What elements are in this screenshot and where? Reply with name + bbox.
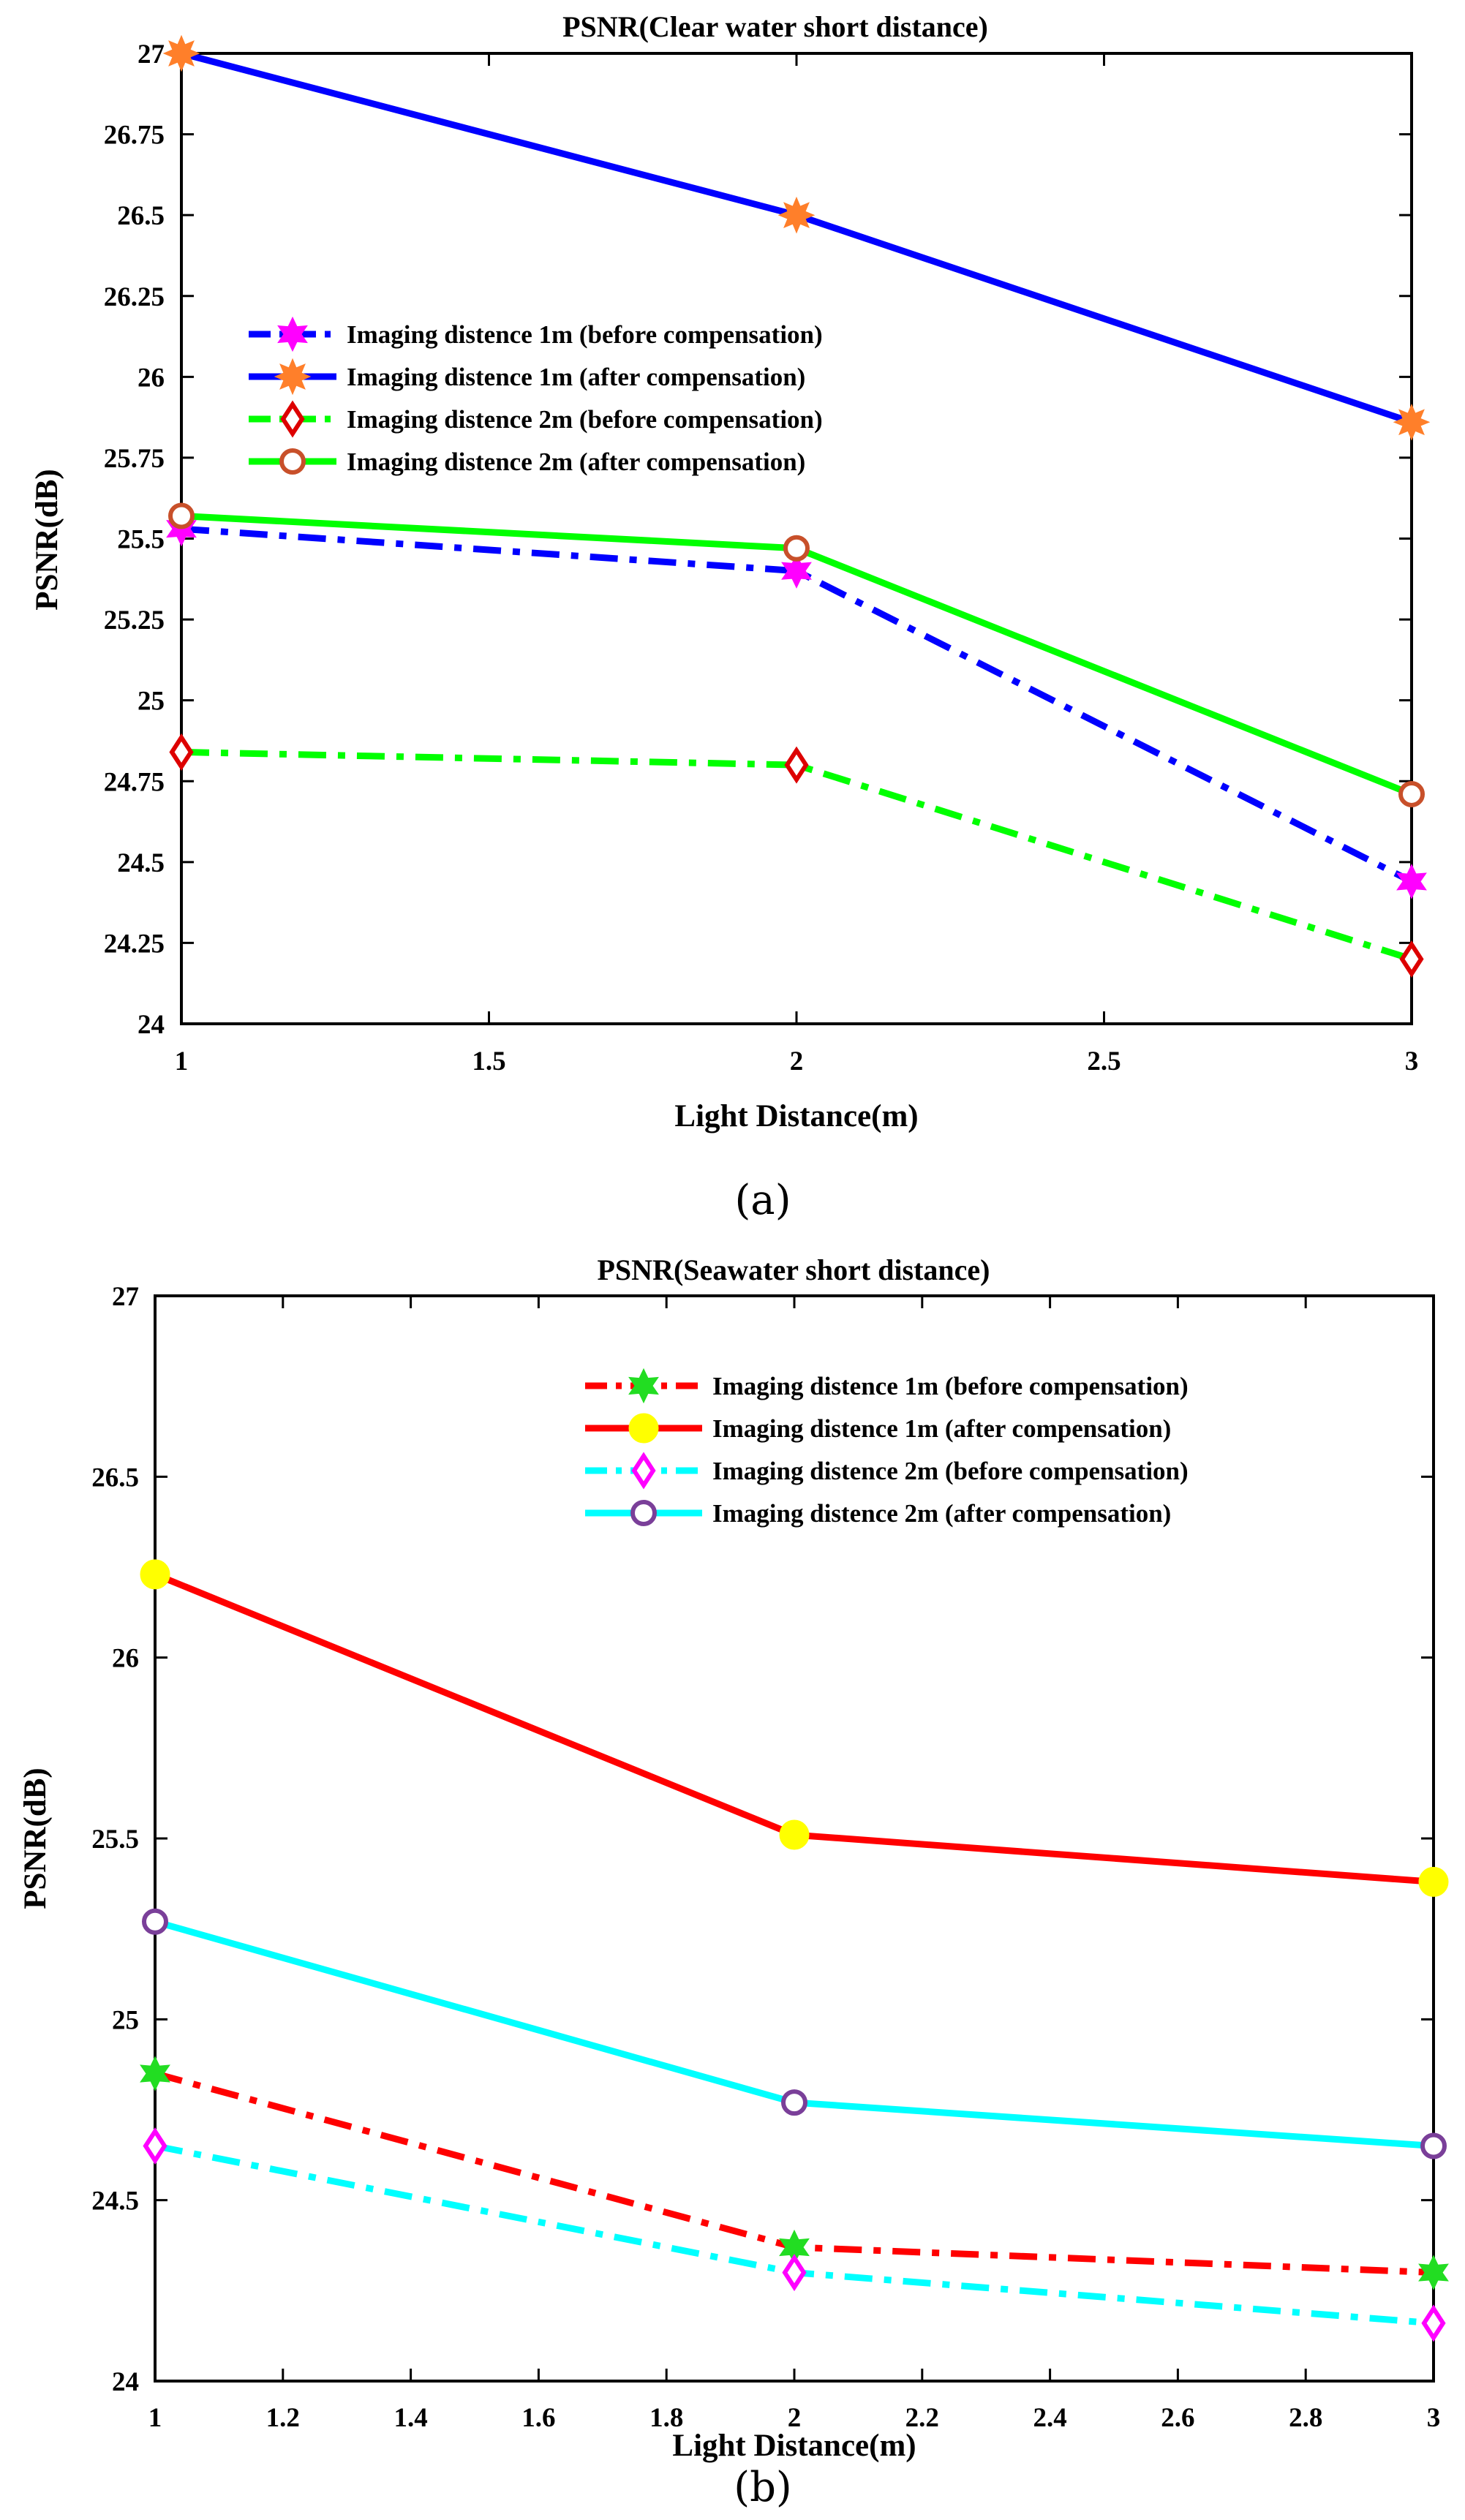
chart-b-caption: (b)	[734, 2464, 792, 2511]
chart-b-ylabel: PSNR(dB)	[18, 1768, 53, 1909]
chart-a-y-tick-label: 24.75	[104, 767, 165, 797]
chart-b-series-3-point	[782, 2254, 807, 2292]
chart-b-x-tick-label: 2	[788, 2403, 802, 2433]
chart-a-series-2-point	[162, 34, 200, 72]
chart-b-series-1-point	[1418, 2255, 1449, 2290]
chart-b-x-tick-label: 2.4	[1033, 2403, 1066, 2433]
chart-a-ylabel: PSNR(dB)	[30, 469, 64, 611]
chart-b: PSNR(Seawater short distance) 1 1.2 1.4 1.6…	[18, 1253, 1449, 2511]
chart-a-legend-label-4: Imaging distence 2m (after compensation)	[347, 448, 805, 476]
chart-b-x-tick-label: 2.6	[1161, 2403, 1194, 2433]
chart-b-title: PSNR(Seawater short distance)	[598, 1253, 990, 1286]
chart-b-legend-marker-1	[628, 1367, 659, 1404]
chart-b-legend-label-1: Imaging distence 1m (before compensation…	[712, 1372, 1189, 1400]
chart-a-series-2-point	[777, 196, 816, 234]
chart-a-y-tick-label: 25.25	[104, 606, 165, 635]
chart-a-series-4-point	[168, 502, 195, 529]
chart-a-series-3-point	[169, 733, 194, 771]
chart-a-y-tick-label: 24	[138, 1010, 165, 1040]
chart-a-x-tick-label: 2.5	[1087, 1046, 1121, 1076]
chart-a-series-4-point	[783, 535, 810, 562]
chart-a-y-tick-label: 25	[138, 687, 165, 717]
chart-b-legend-marker-2	[628, 1413, 659, 1444]
chart-a-legend-marker-4	[279, 448, 306, 475]
chart-b-y-tick-label: 25.5	[91, 1825, 139, 1855]
chart-b-series-3-point	[143, 2127, 167, 2165]
chart-b-legend-label-4: Imaging distence 2m (after compensation)	[712, 1499, 1171, 1528]
chart-b-series-1-point	[140, 2056, 170, 2091]
chart-b-legend-marker-3	[631, 1452, 656, 1490]
chart-b-x-tick-label: 1.4	[393, 2403, 427, 2433]
chart-a-x-tick-label: 1	[175, 1046, 189, 1076]
chart-b-series-4-point	[142, 1908, 168, 1935]
chart-a-legend-label-1: Imaging distence 1m (before compensation…	[347, 320, 823, 349]
chart-a-x-tick-label: 1.5	[472, 1046, 505, 1076]
chart-b-series-4-point	[1420, 2132, 1447, 2159]
chart-b-x-tick-label: 1	[148, 2403, 162, 2433]
chart-a-y-tick-label: 26.75	[104, 121, 165, 151]
chart-a-legend-label-2: Imaging distence 1m (after compensation)	[347, 363, 805, 391]
chart-a-y-tick-label: 27	[138, 39, 165, 69]
chart-b-y-tick-label: 25	[112, 2005, 139, 2035]
chart-a-title: PSNR(Clear water short distance)	[562, 10, 988, 43]
chart-a-y-tick-label: 26.25	[104, 282, 165, 312]
chart-a-legend-marker-3	[280, 400, 305, 438]
chart-a-series-1-line	[181, 525, 1414, 885]
chart-b-series-4-point	[781, 2089, 807, 2116]
chart-b-x-tick-label: 1.8	[649, 2403, 683, 2433]
chart-a-x-tick-label: 3	[1405, 1046, 1419, 1076]
chart-a: PSNR(Clear water short distance) 1 1.5 2 2.…	[30, 10, 1431, 1224]
chart-a-series-1-point	[781, 553, 812, 589]
chart-b-series-2-point	[140, 1559, 170, 1590]
chart-b-series-2-point	[779, 1819, 810, 1850]
chart-a-x-tick-label: 2	[790, 1046, 804, 1076]
chart-b-series-3-point	[1421, 2304, 1446, 2342]
chart-b-legend-label-2: Imaging distence 1m (after compensation)	[712, 1414, 1171, 1443]
chart-a-legend-label-3: Imaging distence 2m (before compensation…	[347, 405, 823, 434]
chart-a-y-tick-label: 25.75	[104, 444, 165, 474]
chart-b-legend-marker-4	[630, 1500, 657, 1526]
chart-a-legend-marker-2	[274, 358, 312, 396]
chart-a-series-3-point	[784, 746, 809, 784]
chart-a-series-3-point	[1399, 940, 1424, 978]
chart-b-xlabel: Light Distance(m)	[672, 2429, 916, 2463]
chart-b-y-tick-label: 24.5	[91, 2187, 139, 2217]
chart-a-y-tick-label: 24.25	[104, 929, 165, 959]
chart-b-x-tick-label: 2.8	[1289, 2403, 1322, 2433]
chart-a-caption: (a)	[734, 1177, 791, 1224]
chart-b-x-tick-label: 1.6	[521, 2403, 555, 2433]
chart-a-legend-marker-1	[277, 316, 308, 352]
chart-a-y-tick-label: 24.5	[117, 848, 165, 878]
chart-a-y-tick-label: 26.5	[117, 201, 165, 231]
chart-b-y-tick-label: 26.5	[91, 1463, 139, 1493]
chart-b-x-tick-label: 2.2	[905, 2403, 939, 2433]
chart-b-y-tick-label: 24	[112, 2367, 139, 2397]
chart-b-series-2-point	[1418, 1866, 1449, 1897]
chart-a-series-4-point	[1398, 780, 1425, 807]
chart-a-y-tick-label: 26	[138, 363, 165, 393]
chart-b-x-tick-label: 1.2	[266, 2403, 300, 2433]
chart-a-xlabel: Light Distance(m)	[674, 1099, 918, 1133]
chart-b-y-tick-label: 26	[112, 1644, 139, 1674]
chart-a-y-tick-label: 25.5	[117, 525, 165, 555]
chart-b-legend-label-3: Imaging distence 2m (before compensation…	[712, 1457, 1189, 1485]
chart-a-series-1-point	[1396, 864, 1427, 899]
chart-b-y-tick-label: 27	[112, 1282, 139, 1312]
chart-a-series-2-point	[1393, 404, 1431, 441]
chart-b-x-tick-label: 3	[1427, 2403, 1441, 2433]
